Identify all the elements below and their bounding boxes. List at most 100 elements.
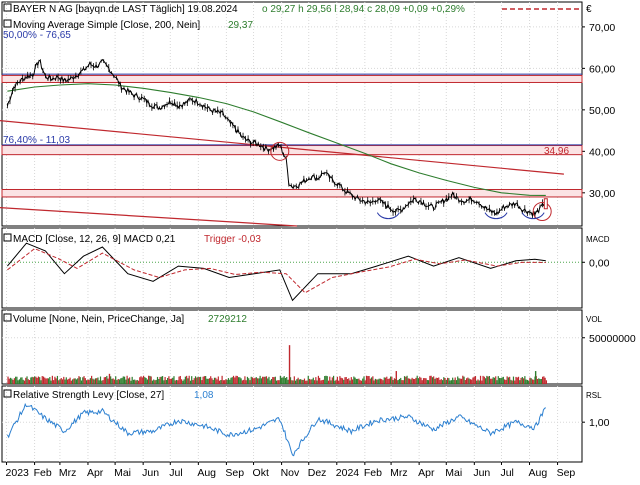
volume-bar <box>126 375 128 384</box>
volume-bar <box>453 379 455 384</box>
volume-bar <box>414 379 416 384</box>
volume-bar <box>397 379 399 384</box>
volume-bar <box>303 378 306 384</box>
volume-bar <box>272 376 274 384</box>
volume-bar <box>450 380 452 384</box>
volume-bar <box>32 377 34 384</box>
volume-bar <box>175 379 178 384</box>
panel-toggle-icon[interactable] <box>3 313 12 322</box>
macd-trigger-header: Trigger -0,03 <box>204 234 261 245</box>
volume-bar <box>492 377 494 384</box>
volume-bar <box>117 378 119 384</box>
volume-bar <box>438 377 440 384</box>
volume-bar <box>341 378 344 384</box>
volume-bar <box>60 377 62 384</box>
volume-bar <box>155 379 157 384</box>
x-tick-label: Apr <box>87 467 104 479</box>
volume-bar <box>307 375 309 384</box>
volume-bar <box>277 380 279 384</box>
volume-bar <box>273 377 275 384</box>
volume-bar <box>251 377 254 384</box>
volume-bar <box>98 380 100 384</box>
volume-bar <box>68 378 70 384</box>
volume-bar <box>545 380 548 384</box>
volume-bar <box>275 380 278 384</box>
volume-bar <box>344 377 346 384</box>
volume-bar <box>107 378 109 384</box>
volume-bar <box>58 380 60 384</box>
volume-bar <box>469 379 472 384</box>
volume-bar <box>178 376 180 384</box>
volume-bar <box>408 378 411 384</box>
volume-bar <box>153 379 155 384</box>
volume-bar <box>74 378 76 384</box>
volume-bar <box>407 378 409 384</box>
volume-bar <box>35 376 37 384</box>
volume-bar <box>18 379 21 384</box>
volume-bar <box>471 379 473 384</box>
rsl-y-tick-label: 1,00 <box>589 417 610 429</box>
volume-bar <box>244 376 246 384</box>
volume-bar <box>222 380 224 384</box>
volume-bar <box>509 376 511 384</box>
trendline-value-label: 34,96 <box>544 146 569 157</box>
volume-bar <box>102 380 104 384</box>
panel-toggle-icon[interactable] <box>3 19 12 28</box>
volume-bar <box>254 377 256 384</box>
panel-toggle-icon[interactable] <box>3 233 12 242</box>
volume-bar <box>446 377 449 384</box>
volume-bar <box>229 379 231 384</box>
volume-bar <box>127 378 129 384</box>
volume-bar <box>91 375 93 384</box>
volume-bar <box>132 379 135 384</box>
volume-bar <box>80 380 83 384</box>
bottom-arc <box>376 212 400 220</box>
volume-bar <box>101 380 103 384</box>
volume-bar <box>120 378 122 384</box>
volume-bar <box>39 377 41 384</box>
volume-bar <box>495 376 497 384</box>
volume-bar <box>139 377 141 384</box>
volume-bar <box>42 376 45 384</box>
volume-bar <box>439 379 441 384</box>
volume-bar <box>388 378 390 384</box>
volume-spike-bar <box>395 371 398 384</box>
panel-toggle-icon[interactable] <box>3 3 12 12</box>
volume-bar <box>410 379 412 384</box>
volume-bar <box>538 378 540 384</box>
volume-bar <box>88 379 90 384</box>
x-tick-label: Jun <box>142 467 159 479</box>
volume-bar <box>54 376 56 384</box>
volume-bar <box>8 378 10 384</box>
volume-bar <box>533 379 535 384</box>
volume-bar <box>59 379 61 384</box>
volume-bar <box>440 379 442 384</box>
volume-bar <box>415 377 417 384</box>
volume-bar <box>497 376 499 384</box>
volume-bar <box>201 380 203 384</box>
volume-bar <box>65 377 67 384</box>
volume-bar <box>262 376 264 384</box>
volume-bar <box>355 378 357 384</box>
volume-bar <box>203 376 205 384</box>
x-tick-label: Okt <box>253 467 269 479</box>
volume-bar <box>335 379 337 384</box>
volume-bar <box>46 378 48 384</box>
volume-bar <box>121 377 123 384</box>
volume-bar <box>329 376 331 384</box>
volume-bar <box>281 377 283 384</box>
volume-bar <box>416 375 418 384</box>
volume-bar <box>459 378 461 384</box>
volume-bar <box>528 380 530 384</box>
x-tick-label: Feb <box>364 467 382 479</box>
volume-bar <box>227 378 230 384</box>
volume-bar <box>259 375 261 384</box>
panel-toggle-icon[interactable] <box>3 389 12 398</box>
volume-bar <box>496 380 498 384</box>
volume-bar <box>97 377 99 384</box>
volume-bar <box>113 379 116 384</box>
volume-bar <box>430 375 432 384</box>
price-y-tick-label: 50,00 <box>589 105 615 117</box>
volume-bar <box>75 379 78 384</box>
bottom-arc <box>521 212 545 220</box>
